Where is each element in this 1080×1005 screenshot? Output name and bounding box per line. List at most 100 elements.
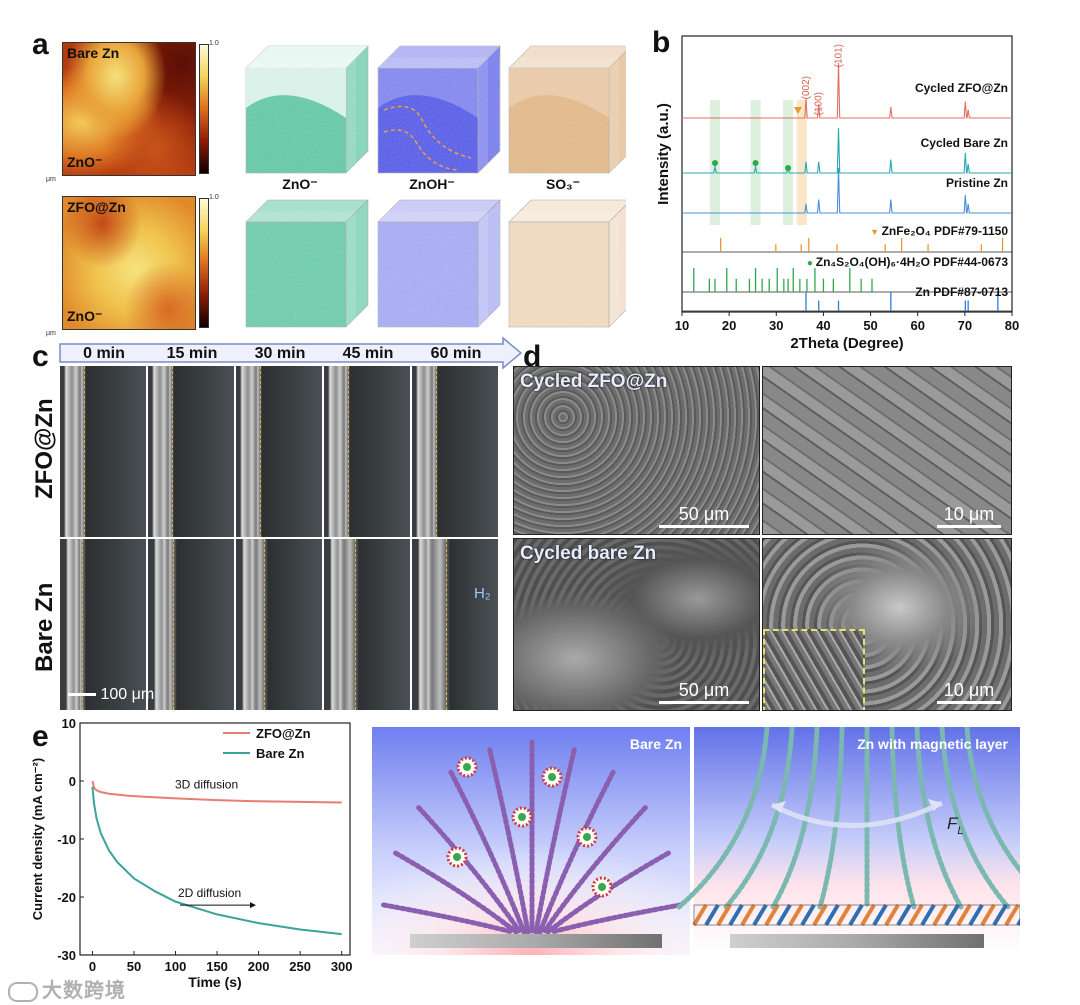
scalebar-c-label: 100 μm — [100, 686, 155, 703]
ca-xtick-label: 0 — [89, 959, 96, 974]
xrd-marker-zso — [785, 165, 792, 171]
watermark-logo-icon — [8, 981, 38, 1002]
ion-flux-line-left — [533, 747, 577, 935]
magnetic-layer — [693, 904, 1020, 926]
xrd-peak-label-1: (100) — [814, 92, 825, 115]
scalebar-d2-label: 10 μm — [943, 504, 995, 524]
magnetic-layer-stripe — [872, 903, 888, 927]
map-title-bare-zn: Bare Zn — [67, 45, 120, 61]
xrd-xtick-label: 20 — [722, 318, 736, 333]
force-subscript: L — [957, 825, 963, 837]
cube-zno-zfo — [245, 199, 369, 328]
time-label-0: 0 min — [83, 345, 125, 362]
scalebar-c: 100 μm — [68, 686, 154, 704]
xrd-xtick-label: 60 — [910, 318, 924, 333]
ca-annotation-3d: 3D diffusion — [175, 778, 238, 792]
panel-label-e: e — [32, 720, 49, 753]
magnetic-layer-stripe — [752, 903, 768, 927]
map-species-top: ZnO⁻ — [67, 154, 103, 170]
zn-electrode-left — [410, 934, 662, 948]
row-label-bare-zn: Bare Zn — [31, 582, 58, 672]
panel-label-a: a — [32, 28, 49, 61]
colorbar-max-top: 1.0 — [209, 40, 219, 47]
xrd-ref-label-2: Zn PDF#87-0713 — [915, 285, 1008, 299]
interface-line — [172, 366, 173, 537]
panel-label-b: b — [652, 26, 671, 59]
time-label-2: 30 min — [254, 345, 306, 362]
optical-image-bare-3 — [324, 539, 410, 710]
lorentz-force-arrow — [770, 800, 944, 828]
ion-flux-line-left — [448, 769, 527, 935]
interface-line — [446, 539, 447, 710]
ca-xtick-label: 50 — [127, 959, 141, 974]
force-symbol: F — [947, 814, 959, 833]
force-label: FL — [947, 814, 964, 837]
scalebar-d3: 50 μm — [659, 680, 749, 704]
ca-ytick-label: -10 — [57, 832, 76, 847]
xrd-series-label-1: Cycled Bare Zn — [921, 136, 1008, 150]
xrd-marker-znfe2o4 — [793, 107, 802, 114]
interface-line — [355, 539, 356, 710]
optical-image-zfo-3 — [324, 366, 410, 537]
ca-xtick-label: 300 — [331, 959, 353, 974]
phase-boundary-2 — [383, 129, 459, 171]
ion-flux-line-right — [770, 727, 820, 910]
cube-znoh-bare — [377, 45, 501, 174]
ca-ytick-label: 0 — [69, 774, 76, 789]
optical-image-bare-4 — [412, 539, 498, 710]
magnetic-layer-stripe — [812, 903, 828, 927]
ion-flux-line-right — [964, 727, 1020, 875]
colorbar-bottom — [199, 198, 209, 328]
xrd-trace-2 — [682, 167, 1012, 214]
sem-zfo-zn-low: Cycled ZFO@Zn 50 μm — [513, 366, 760, 535]
magnetic-layer-stripe — [800, 903, 816, 927]
magnetic-layer-stripe — [692, 903, 708, 927]
interface-line — [436, 366, 437, 537]
xrd-marker-zso — [752, 160, 759, 166]
ion-flux-line-left — [487, 747, 531, 935]
magnetic-layer-stripe — [776, 903, 792, 927]
axis-unit-top: μm — [46, 176, 56, 183]
ca-ytick-label: -30 — [57, 948, 76, 963]
interface-line — [84, 366, 85, 537]
scalebar-d4: 10 μm — [937, 680, 1001, 704]
xrd-peak-label-0: (002) — [801, 76, 812, 99]
gas-label-h2: H₂ — [474, 585, 491, 602]
scalebar-d3-label: 50 μm — [678, 680, 730, 700]
magnetic-layer-stripe — [992, 903, 1008, 927]
magnetic-layer-stripe — [740, 903, 756, 927]
ca-series-1 — [91, 786, 342, 936]
magnetic-layer-stripe — [716, 903, 732, 927]
xrd-ref-label-0: ▼ ZnFe₂O₄ PDF#79-1150 — [870, 224, 1008, 238]
tof-sims-3d-cubes — [245, 45, 626, 328]
panel-label-d: d — [523, 340, 542, 373]
ion-flux-line-left — [541, 805, 648, 935]
optical-image-zfo-1 — [148, 366, 234, 537]
ca-ytick-label: 10 — [62, 716, 76, 731]
xrd-series-label-0: Cycled ZFO@Zn — [915, 81, 1008, 95]
xrd-chart: Cycled ZFO@Zn Cycled Bare Zn Pristine Zn (0… — [655, 35, 1019, 352]
magnetic-layer-stripe — [968, 903, 984, 927]
scalebar-d4-label: 10 μm — [943, 680, 995, 700]
cube-label-zno: ZnO⁻ — [282, 176, 318, 192]
ca-frame — [79, 722, 351, 956]
zn-electrode-right — [730, 934, 984, 948]
magnetic-layer-stripe — [980, 903, 996, 927]
ca-series-0 — [91, 780, 342, 804]
ca-legend-label-0: ZFO@Zn — [256, 726, 311, 741]
cube-zno-bare — [245, 45, 369, 174]
inset-highlight-box — [763, 629, 865, 710]
ion-flux-line-left — [381, 902, 515, 935]
xrd-trace-0 — [682, 62, 1012, 119]
ca-xtick-label: 200 — [248, 959, 270, 974]
interface-line — [348, 366, 349, 537]
panel-label-c: c — [32, 340, 49, 373]
ion-flux-line-right — [939, 727, 1011, 910]
scalebar-d2: 10 μm — [937, 504, 1001, 528]
schematic-illustration: Bare Zn Zn with magnetic layer FL — [372, 727, 1020, 955]
xrd-xtick-label: 80 — [1005, 318, 1019, 333]
ion-flux-line-right — [723, 727, 795, 910]
ion-flux-line-right — [889, 727, 917, 910]
cube-so3-bare — [508, 45, 626, 174]
map-species-bottom: ZnO⁻ — [67, 308, 103, 324]
